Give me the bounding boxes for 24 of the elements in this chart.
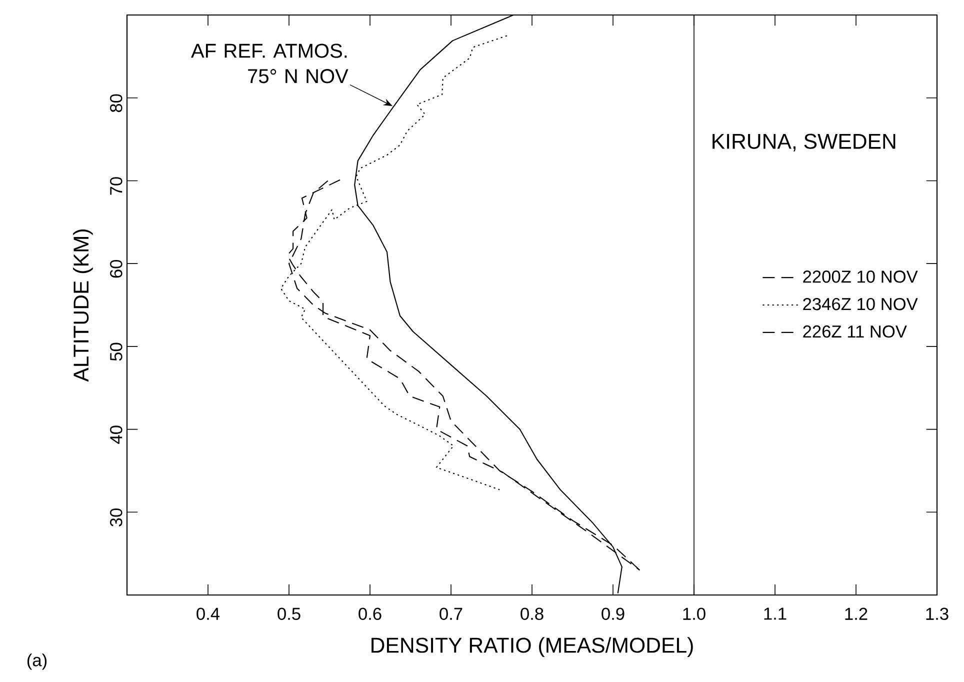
y-tick-label: 50 bbox=[110, 342, 122, 361]
legend-label: 2346Z 10 NOV bbox=[803, 298, 918, 310]
x-tick-label: 0.4 bbox=[196, 608, 220, 620]
x-tick-label: 0.7 bbox=[440, 608, 462, 620]
y-tick-label: 80 bbox=[110, 94, 122, 112]
annotation: KIRUNA, SWEDEN bbox=[712, 134, 896, 152]
legend-label: 226Z 11 NOV bbox=[803, 325, 907, 338]
y-axis-title: ALTITUDE (KM) bbox=[72, 230, 93, 382]
x-tick-label: 1.1 bbox=[764, 608, 786, 620]
y-tick-label: 70 bbox=[110, 177, 122, 195]
legend-label: 2200Z 10 NOV bbox=[803, 270, 918, 283]
annotation: AF REF. ATMOS. 75° N NOV bbox=[191, 44, 348, 84]
x-tick-label: 0.8 bbox=[520, 608, 544, 620]
x-tick-label: 0.6 bbox=[358, 608, 382, 620]
x-tick-label: 1.0 bbox=[683, 608, 706, 620]
y-tick-label: 40 bbox=[110, 426, 122, 444]
x-tick-label: 1.3 bbox=[926, 608, 948, 620]
y-tick-label: 60 bbox=[110, 260, 122, 278]
text: (a) bbox=[27, 654, 47, 670]
y-tick-label: 30 bbox=[110, 508, 122, 526]
x-tick-label: 0.5 bbox=[278, 608, 300, 620]
x-tick-label: 1.2 bbox=[845, 608, 868, 620]
x-axis-title: DENSITY RATIO (MEAS/MODEL) bbox=[372, 637, 693, 658]
x-tick-label: 0.9 bbox=[602, 608, 624, 620]
